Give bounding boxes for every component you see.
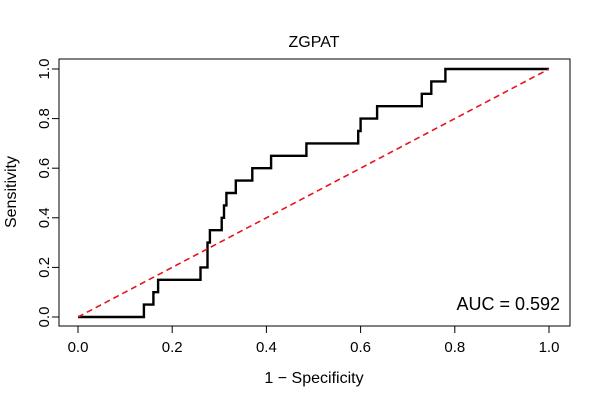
y-tick-label: 1.0 [36, 59, 53, 80]
x-tick-label: 0.4 [256, 339, 277, 356]
y-tick-label: 0.0 [36, 307, 53, 328]
y-axis: 0.0 0.2 0.4 0.6 0.8 1.0 [36, 59, 60, 328]
auc-annotation: AUC = 0.592 [456, 294, 560, 314]
y-tick-label: 0.4 [36, 207, 53, 228]
chart-title: ZGPAT [289, 34, 340, 51]
x-tick-label: 0.8 [444, 339, 465, 356]
x-tick-label: 0.6 [350, 339, 371, 356]
x-tick-label: 0.0 [68, 339, 89, 356]
y-tick-label: 0.8 [36, 108, 53, 129]
reference-line [77, 68, 550, 318]
x-axis-label: 1 − Specificity [264, 370, 363, 387]
series-layer [77, 67, 550, 319]
x-tick-label: 1.0 [539, 339, 560, 356]
x-tick-label: 0.2 [162, 339, 183, 356]
y-tick-label: 0.2 [36, 257, 53, 278]
x-axis: 0.0 0.2 0.4 0.6 0.8 1.0 [68, 325, 560, 356]
y-axis-label: Sensitivity [3, 156, 20, 228]
y-tick-label: 0.6 [36, 158, 53, 179]
roc-curve [78, 67, 549, 319]
